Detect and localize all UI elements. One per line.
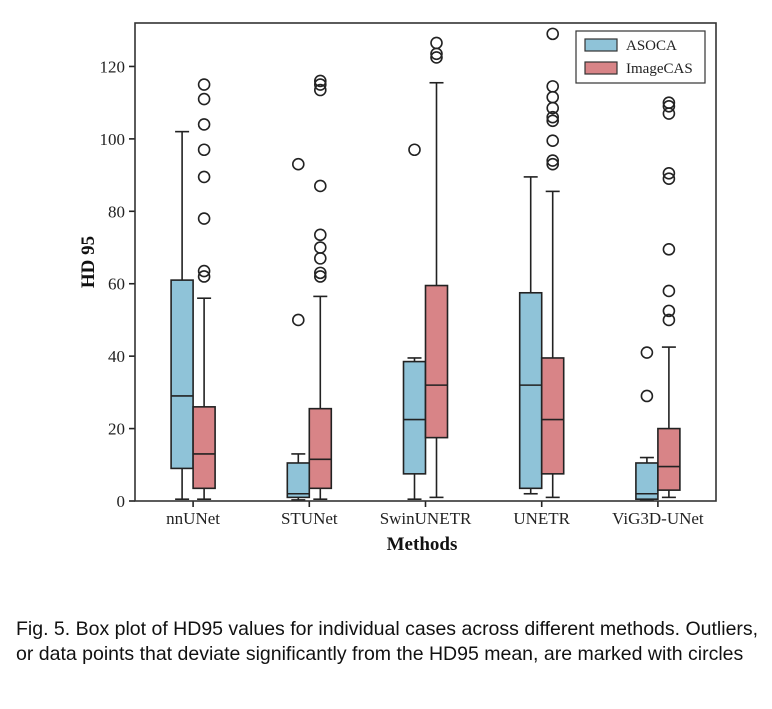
y-tick-label: 120 <box>100 57 126 76</box>
x-tick-label: UNETR <box>513 509 570 528</box>
outlier-point <box>546 157 560 171</box>
y-tick-label: 40 <box>108 347 125 366</box>
x-tick-label: STUNet <box>281 509 338 528</box>
outlier-point <box>197 264 211 278</box>
outlier-point <box>662 304 676 318</box>
outlier-point <box>546 90 560 104</box>
outlier-point <box>430 51 443 64</box>
outlier-point <box>662 172 676 186</box>
outlier-point <box>197 212 211 225</box>
outlier-point <box>662 243 676 256</box>
legend-swatch-imagecas <box>584 61 618 75</box>
outlier-point <box>313 83 327 97</box>
y-tick-label: 0 <box>117 492 126 511</box>
box-asoca <box>286 462 311 499</box>
outlier-point <box>662 166 676 180</box>
x-axis-label: Methods <box>387 534 458 555</box>
outlier-point <box>313 241 327 254</box>
outlier-point <box>546 80 560 93</box>
outlier-point <box>662 313 676 327</box>
outlier-point <box>197 270 211 283</box>
outlier-point <box>197 170 211 184</box>
outlier-point <box>408 143 421 157</box>
outlier-point <box>313 78 327 91</box>
outlier-point <box>546 110 560 124</box>
y-tick-label: 100 <box>100 130 126 149</box>
outlier-point <box>430 36 443 50</box>
legend-label: ASOCA <box>626 38 677 54</box>
box-imagecas <box>540 357 565 475</box>
outlier-point <box>291 313 305 327</box>
outlier-point <box>640 346 654 359</box>
outlier-point <box>313 179 327 193</box>
outlier-point <box>313 252 327 265</box>
outlier-point <box>546 27 560 41</box>
outlier-point <box>197 78 211 91</box>
legend-label: ImageCAS <box>626 61 693 77</box>
x-tick-label: SwinUNETR <box>380 509 472 528</box>
outlier-point <box>640 389 654 403</box>
plot-frame <box>134 22 717 502</box>
y-tick-label: 20 <box>108 420 125 439</box>
outlier-point <box>662 99 676 113</box>
legend-swatch-asoca <box>584 38 618 52</box>
outlier-point <box>546 154 560 167</box>
y-axis-label: HD 95 <box>78 236 99 288</box>
outlier-point <box>313 266 327 280</box>
figure-caption: Fig. 5. Box plot of HD95 values for indi… <box>16 618 759 665</box>
outlier-point <box>313 74 327 88</box>
outlier-point <box>546 114 560 128</box>
outlier-point <box>546 134 560 147</box>
box-imagecas <box>308 407 333 490</box>
box-imagecas <box>657 427 681 491</box>
box-asoca <box>170 279 194 470</box>
x-tick-label: nnUNet <box>166 509 220 528</box>
outlier-point <box>291 157 305 171</box>
outlier-point <box>313 270 327 283</box>
outlier-point <box>197 143 211 157</box>
box-asoca <box>518 291 543 490</box>
outlier-point <box>313 228 327 242</box>
outlier-point <box>662 96 676 109</box>
box-asoca <box>402 360 427 475</box>
outlier-point <box>662 284 676 298</box>
x-tick-label: ViG3D-UNet <box>612 509 704 528</box>
box-imagecas <box>192 406 216 490</box>
outlier-point <box>197 92 211 106</box>
y-tick-label: 60 <box>108 275 125 294</box>
y-tick-label: 80 <box>108 202 125 221</box>
outlier-point <box>197 118 211 131</box>
box-imagecas <box>424 284 449 439</box>
